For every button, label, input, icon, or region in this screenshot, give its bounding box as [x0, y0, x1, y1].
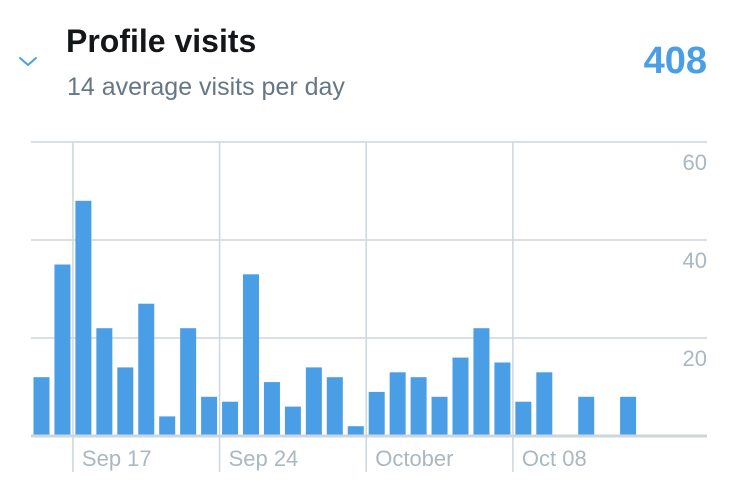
bar[interactable]	[536, 372, 553, 436]
bar[interactable]	[117, 367, 134, 436]
bar[interactable]	[473, 328, 490, 436]
y-tick-label: 20	[683, 346, 707, 371]
y-tick-label: 60	[683, 150, 707, 175]
y-tick-label: 40	[683, 248, 707, 273]
bar[interactable]	[410, 377, 427, 436]
bar[interactable]	[452, 357, 469, 436]
bar[interactable]	[96, 328, 113, 436]
x-tick-label: Sep 24	[229, 446, 299, 471]
bar[interactable]	[33, 377, 50, 436]
bar[interactable]	[494, 362, 511, 437]
total-visits-count: 408	[643, 40, 707, 82]
bar[interactable]	[159, 416, 176, 436]
bar[interactable]	[263, 382, 280, 436]
bar[interactable]	[326, 377, 343, 436]
bar[interactable]	[243, 274, 259, 436]
bar[interactable]	[389, 372, 406, 436]
bar[interactable]	[284, 406, 301, 436]
bar[interactable]	[201, 396, 218, 436]
bar[interactable]	[347, 426, 364, 436]
bar[interactable]	[180, 328, 197, 436]
profile-visits-chart: Sep 17 Sep 24 October Oct 08 20 40 60	[31, 141, 707, 472]
bar[interactable]	[54, 264, 71, 437]
average-visits-subtitle: 14 average visits per day	[67, 73, 345, 101]
bar[interactable]	[75, 200, 92, 436]
x-tick-label: October	[375, 446, 453, 471]
bar[interactable]	[305, 367, 322, 436]
bar[interactable]	[138, 303, 155, 436]
bar[interactable]	[515, 401, 532, 436]
bar[interactable]	[368, 391, 385, 436]
x-tick-label: Oct 08	[522, 446, 587, 471]
section-title: Profile visits	[66, 23, 257, 59]
bar[interactable]	[431, 396, 448, 436]
chevron-down-icon[interactable]	[16, 50, 40, 74]
bar[interactable]	[578, 396, 595, 436]
bar[interactable]	[620, 396, 637, 436]
bar[interactable]	[222, 401, 239, 436]
x-tick-label: Sep 17	[82, 446, 152, 471]
